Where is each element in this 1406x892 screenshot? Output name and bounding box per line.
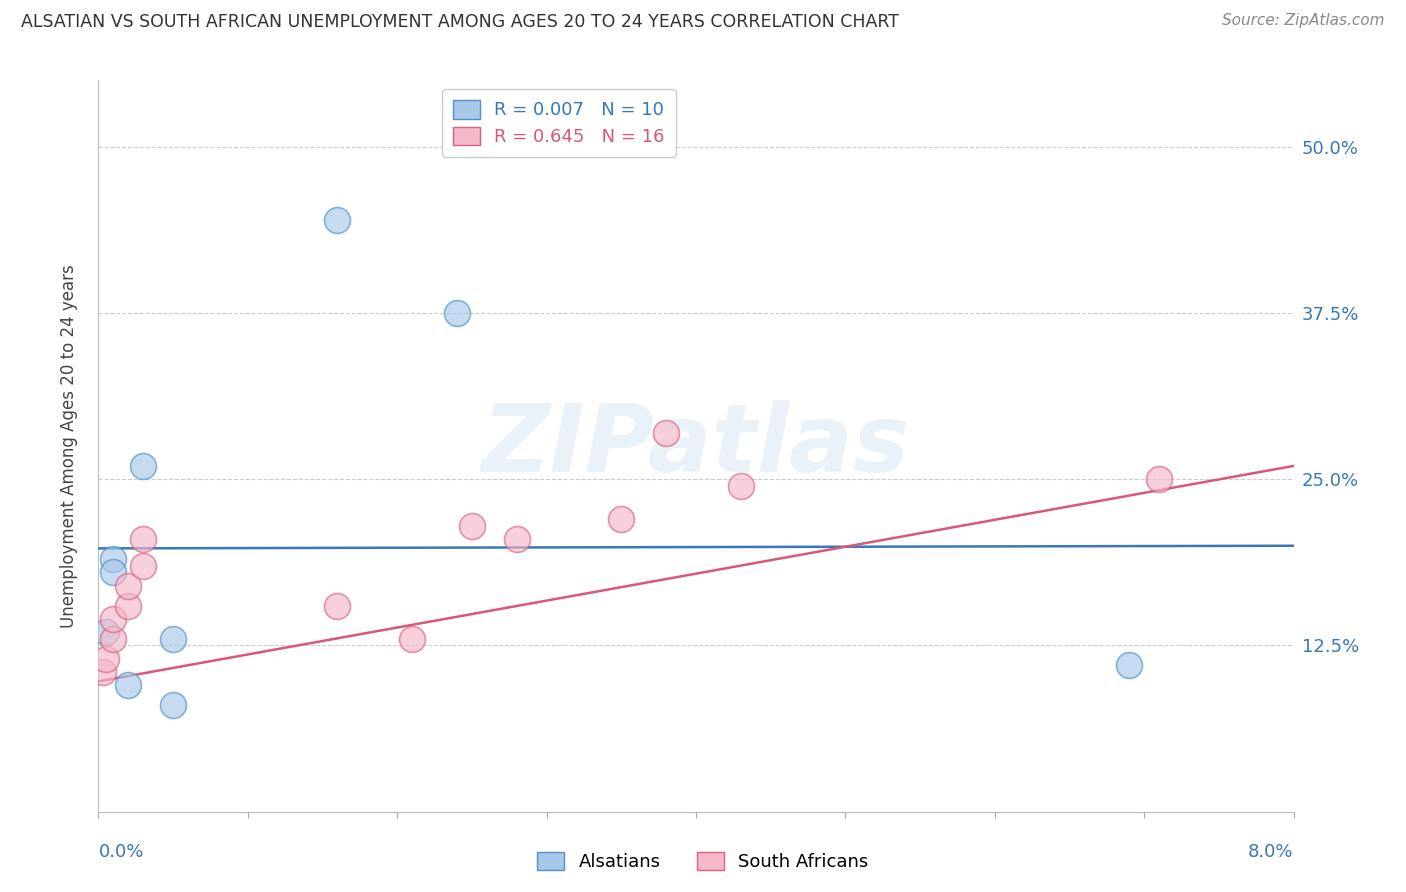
Point xyxy=(94,652,117,666)
Text: ZIPatlas: ZIPatlas xyxy=(482,400,910,492)
Point xyxy=(326,599,349,613)
Point xyxy=(730,479,752,493)
Text: ALSATIAN VS SOUTH AFRICAN UNEMPLOYMENT AMONG AGES 20 TO 24 YEARS CORRELATION CHA: ALSATIAN VS SOUTH AFRICAN UNEMPLOYMENT A… xyxy=(21,13,898,31)
Text: 8.0%: 8.0% xyxy=(1249,843,1294,861)
Point xyxy=(461,518,484,533)
Point xyxy=(103,566,125,580)
Point xyxy=(91,665,114,679)
Legend: Alsatians, South Africans: Alsatians, South Africans xyxy=(530,845,876,879)
Point xyxy=(610,512,633,526)
Point xyxy=(1118,658,1140,673)
Point xyxy=(446,306,468,320)
Point xyxy=(1147,472,1170,486)
Point xyxy=(655,425,678,440)
Point xyxy=(103,632,125,646)
Legend: R = 0.007   N = 10, R = 0.645   N = 16: R = 0.007 N = 10, R = 0.645 N = 16 xyxy=(441,89,676,157)
Point xyxy=(132,458,155,473)
Text: 0.0%: 0.0% xyxy=(98,843,143,861)
Y-axis label: Unemployment Among Ages 20 to 24 years: Unemployment Among Ages 20 to 24 years xyxy=(59,264,77,628)
Point xyxy=(132,532,155,546)
Point xyxy=(117,678,139,692)
Point xyxy=(132,558,155,573)
Point xyxy=(117,599,139,613)
Point xyxy=(162,698,184,713)
Text: Source: ZipAtlas.com: Source: ZipAtlas.com xyxy=(1222,13,1385,29)
Point xyxy=(326,213,349,227)
Point xyxy=(117,579,139,593)
Point xyxy=(94,625,117,640)
Point xyxy=(103,552,125,566)
Point xyxy=(401,632,423,646)
Point xyxy=(162,632,184,646)
Point xyxy=(103,612,125,626)
Point xyxy=(506,532,529,546)
